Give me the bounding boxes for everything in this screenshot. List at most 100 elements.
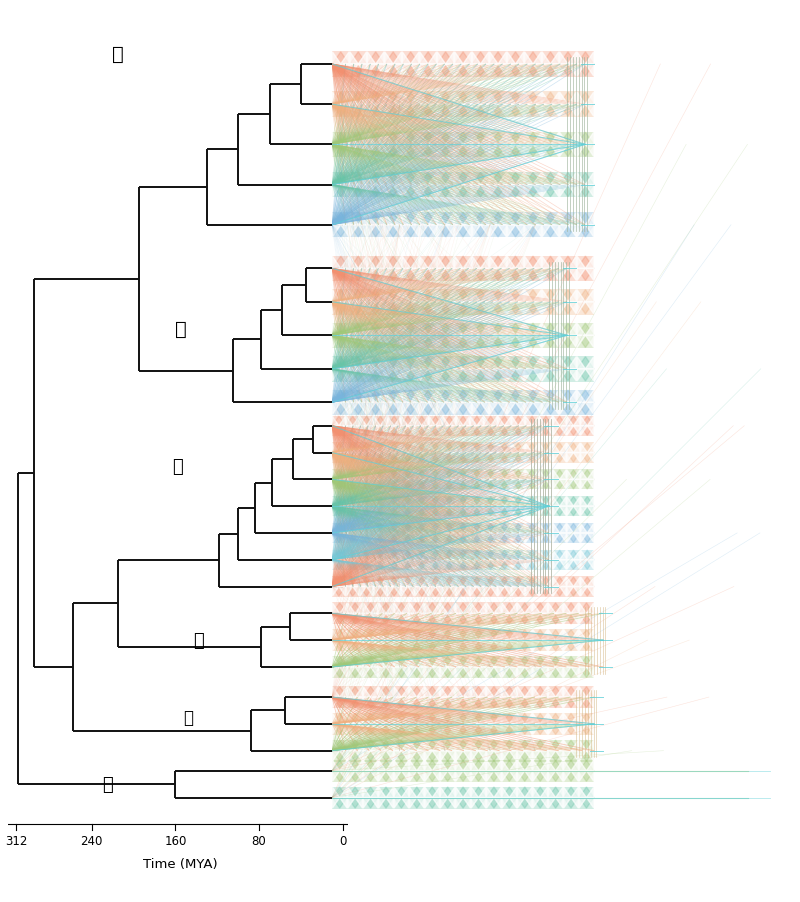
Polygon shape	[429, 453, 435, 463]
Polygon shape	[502, 787, 510, 797]
Polygon shape	[486, 657, 494, 667]
Polygon shape	[341, 290, 349, 302]
Polygon shape	[505, 550, 511, 560]
Polygon shape	[448, 613, 455, 624]
Polygon shape	[366, 550, 373, 560]
Polygon shape	[542, 173, 550, 185]
Polygon shape	[346, 427, 353, 436]
Polygon shape	[402, 403, 410, 415]
Polygon shape	[420, 93, 428, 105]
Polygon shape	[515, 370, 524, 382]
Polygon shape	[393, 370, 402, 382]
Polygon shape	[526, 470, 538, 490]
Polygon shape	[586, 603, 594, 613]
Polygon shape	[332, 52, 341, 65]
Polygon shape	[472, 324, 489, 348]
Polygon shape	[507, 65, 515, 77]
Polygon shape	[486, 771, 494, 781]
Polygon shape	[425, 724, 432, 734]
Polygon shape	[429, 577, 442, 596]
Polygon shape	[510, 771, 517, 781]
Polygon shape	[463, 724, 470, 734]
Polygon shape	[546, 507, 553, 516]
Polygon shape	[417, 697, 424, 708]
Polygon shape	[490, 550, 498, 560]
Polygon shape	[478, 760, 486, 771]
FancyBboxPatch shape	[332, 133, 594, 158]
Polygon shape	[332, 524, 339, 533]
Polygon shape	[363, 760, 370, 771]
Polygon shape	[550, 391, 559, 403]
Polygon shape	[463, 497, 470, 507]
Polygon shape	[484, 417, 498, 436]
Polygon shape	[410, 185, 419, 198]
Polygon shape	[559, 185, 568, 198]
Polygon shape	[494, 750, 502, 761]
Polygon shape	[385, 52, 402, 77]
Polygon shape	[533, 65, 542, 77]
Polygon shape	[450, 497, 456, 507]
Polygon shape	[470, 470, 483, 490]
Polygon shape	[358, 185, 366, 198]
Polygon shape	[484, 470, 490, 480]
Polygon shape	[410, 741, 424, 761]
Polygon shape	[498, 370, 506, 382]
Polygon shape	[463, 667, 470, 677]
Polygon shape	[540, 686, 547, 697]
Polygon shape	[420, 269, 428, 281]
Text: 🐨: 🐨	[102, 776, 113, 793]
Polygon shape	[515, 185, 524, 198]
Polygon shape	[472, 93, 489, 117]
Polygon shape	[579, 797, 586, 808]
Polygon shape	[425, 741, 440, 761]
Polygon shape	[358, 65, 366, 77]
Polygon shape	[410, 640, 417, 651]
Polygon shape	[417, 613, 424, 624]
Polygon shape	[556, 697, 563, 708]
Polygon shape	[490, 213, 506, 238]
Polygon shape	[438, 357, 454, 382]
Polygon shape	[374, 470, 380, 480]
Polygon shape	[587, 587, 594, 596]
Polygon shape	[525, 173, 533, 185]
Polygon shape	[515, 145, 524, 158]
Polygon shape	[402, 787, 409, 797]
Polygon shape	[542, 133, 550, 145]
Polygon shape	[559, 213, 568, 226]
Polygon shape	[367, 357, 384, 382]
Polygon shape	[579, 657, 586, 667]
Polygon shape	[332, 52, 349, 77]
Polygon shape	[332, 603, 340, 613]
Polygon shape	[332, 357, 341, 370]
Polygon shape	[477, 427, 483, 436]
Polygon shape	[425, 741, 432, 750]
Polygon shape	[484, 550, 490, 560]
Polygon shape	[340, 713, 347, 724]
Polygon shape	[332, 771, 340, 781]
Polygon shape	[366, 427, 373, 436]
Polygon shape	[402, 640, 409, 651]
Polygon shape	[533, 724, 540, 734]
Polygon shape	[378, 760, 386, 771]
FancyBboxPatch shape	[332, 416, 594, 437]
Polygon shape	[484, 497, 498, 516]
Polygon shape	[518, 533, 525, 543]
Polygon shape	[358, 370, 366, 382]
Polygon shape	[332, 93, 341, 105]
Polygon shape	[463, 226, 471, 238]
Polygon shape	[472, 213, 481, 226]
Polygon shape	[490, 453, 498, 463]
Polygon shape	[510, 667, 517, 677]
Polygon shape	[553, 524, 560, 533]
Polygon shape	[332, 533, 339, 543]
Polygon shape	[472, 145, 481, 158]
Polygon shape	[586, 686, 594, 697]
Polygon shape	[341, 52, 349, 65]
Polygon shape	[385, 290, 402, 315]
Polygon shape	[348, 613, 355, 624]
Polygon shape	[376, 370, 384, 382]
Polygon shape	[394, 587, 401, 596]
Polygon shape	[402, 290, 419, 315]
Polygon shape	[360, 524, 366, 533]
Polygon shape	[346, 497, 353, 507]
